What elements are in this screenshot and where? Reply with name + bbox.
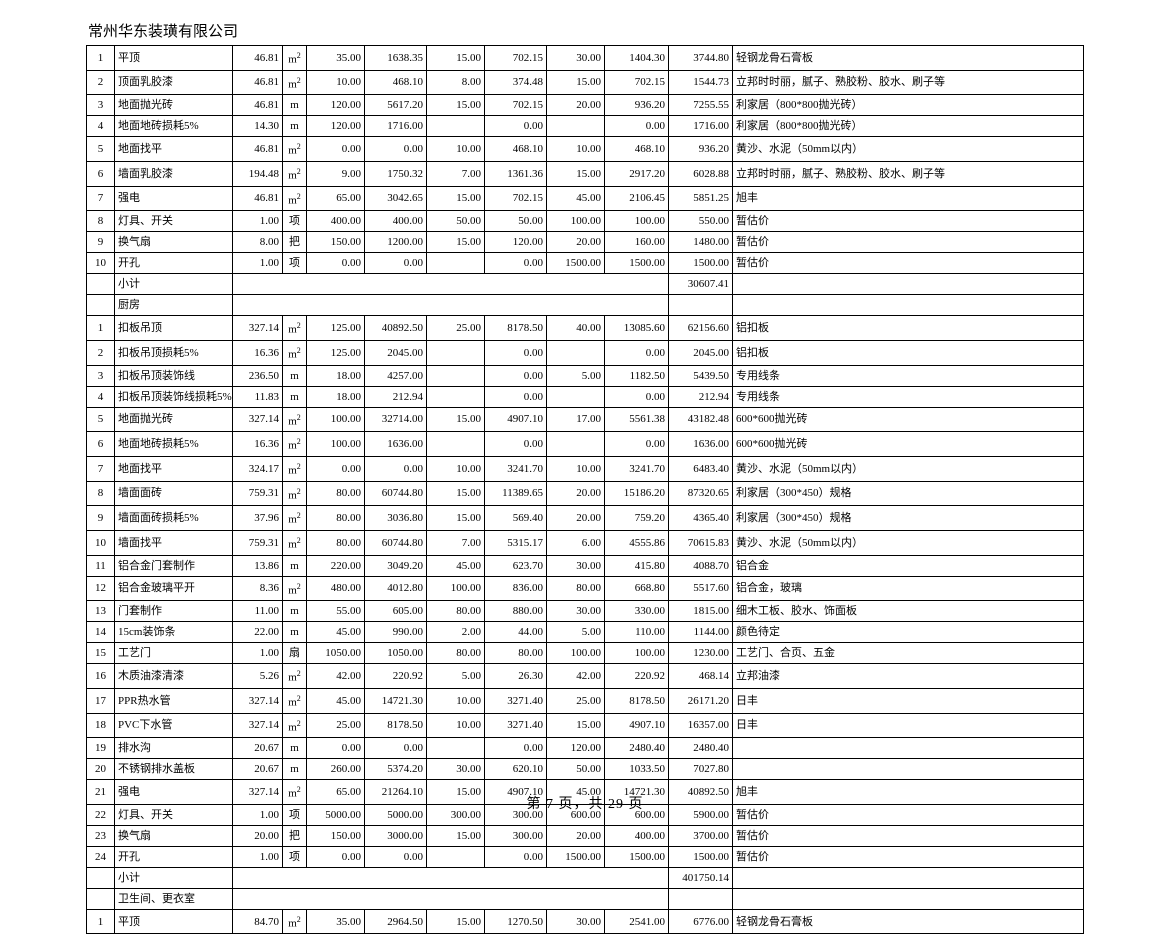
table-row: 6地面地砖损耗5%16.36m2100.001636.000.000.00163…	[87, 432, 1084, 457]
table-row: 3地面抛光砖46.81m120.005617.2015.00702.1520.0…	[87, 95, 1084, 116]
table-row: 8灯具、开关1.00项400.00400.0050.0050.00100.001…	[87, 211, 1084, 232]
table-row: 11铝合金门套制作13.86m220.003049.2045.00623.703…	[87, 555, 1084, 576]
table-row: 17PPR热水管327.14m245.0014721.3010.003271.4…	[87, 688, 1084, 713]
table-row: 厨房	[87, 295, 1084, 316]
table-row: 5地面找平46.81m20.000.0010.00468.1010.00468.…	[87, 137, 1084, 162]
table-row: 18PVC下水管327.14m225.008178.5010.003271.40…	[87, 713, 1084, 738]
table-row: 10墙面找平759.31m280.0060744.807.005315.176.…	[87, 530, 1084, 555]
table-row: 13门套制作11.00m55.00605.0080.00880.0030.003…	[87, 601, 1084, 622]
table-row: 9换气扇8.00把150.001200.0015.00120.0020.0016…	[87, 232, 1084, 253]
table-row: 7地面找平324.17m20.000.0010.003241.7010.0032…	[87, 456, 1084, 481]
table-row: 6墙面乳胶漆194.48m29.001750.327.001361.3615.0…	[87, 161, 1084, 186]
table-row: 小计401750.14	[87, 867, 1084, 888]
table-row: 1415cm装饰条22.00m45.00990.002.0044.005.001…	[87, 622, 1084, 643]
company-name: 常州华东装璜有限公司	[88, 20, 1084, 41]
table-row: 2扣板吊顶损耗5%16.36m2125.002045.000.000.00204…	[87, 340, 1084, 365]
table-row: 10开孔1.00项0.000.000.001500.001500.001500.…	[87, 253, 1084, 274]
table-row: 4地面地砖损耗5%14.30m120.001716.000.000.001716…	[87, 116, 1084, 137]
table-row: 19排水沟20.67m0.000.000.00120.002480.402480…	[87, 738, 1084, 759]
table-row: 1扣板吊顶327.14m2125.0040892.5025.008178.504…	[87, 316, 1084, 341]
table-row: 15工艺门1.00扇1050.001050.0080.0080.00100.00…	[87, 643, 1084, 664]
table-row: 小计30607.41	[87, 274, 1084, 295]
page-footer: 第 7 页，共 29 页	[0, 793, 1170, 813]
table-row: 16木质油漆清漆5.26m242.00220.925.0026.3042.002…	[87, 664, 1084, 689]
table-row: 8墙面面砖759.31m280.0060744.8015.0011389.652…	[87, 481, 1084, 506]
table-row: 12铝合金玻璃平开8.36m2480.004012.80100.00836.00…	[87, 576, 1084, 601]
table-row: 1平顶46.81m235.001638.3515.00702.1530.0014…	[87, 46, 1084, 71]
table-row: 24开孔1.00项0.000.000.001500.001500.001500.…	[87, 846, 1084, 867]
table-row: 20不锈钢排水盖板20.67m260.005374.2030.00620.105…	[87, 759, 1084, 780]
table-row: 2顶面乳胶漆46.81m210.00468.108.00374.4815.007…	[87, 70, 1084, 95]
table-row: 23换气扇20.00把150.003000.0015.00300.0020.00…	[87, 825, 1084, 846]
table-row: 5地面抛光砖327.14m2100.0032714.0015.004907.10…	[87, 407, 1084, 432]
table-row: 1平顶84.70m235.002964.5015.001270.5030.002…	[87, 909, 1084, 934]
table-row: 9墙面面砖损耗5%37.96m280.003036.8015.00569.402…	[87, 506, 1084, 531]
table-row: 7强电46.81m265.003042.6515.00702.1545.0021…	[87, 186, 1084, 211]
table-row: 4扣板吊顶装饰线损耗5%11.83m18.00212.940.000.00212…	[87, 386, 1084, 407]
table-row: 卫生间、更衣室	[87, 888, 1084, 909]
table-row: 3扣板吊顶装饰线236.50m18.004257.000.005.001182.…	[87, 365, 1084, 386]
